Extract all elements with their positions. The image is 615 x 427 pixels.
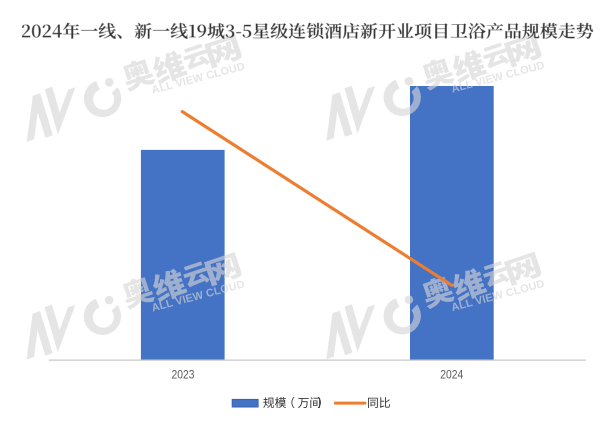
svg-text:2024: 2024 bbox=[440, 368, 463, 381]
svg-text:2023: 2023 bbox=[172, 368, 195, 381]
